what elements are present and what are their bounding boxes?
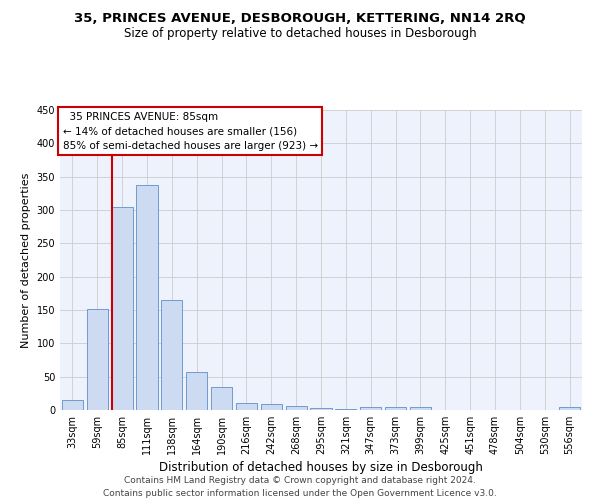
Bar [211,388,232,410]
Bar [261,404,282,410]
Text: 35, PRINCES AVENUE, DESBOROUGH, KETTERING, NN14 2RQ: 35, PRINCES AVENUE, DESBOROUGH, KETTERIN… [74,12,526,26]
Y-axis label: Number of detached properties: Number of detached properties [21,172,31,348]
Bar [112,206,133,410]
Bar [310,408,332,410]
Bar [286,406,307,410]
Bar [559,406,580,410]
Bar [385,406,406,410]
Bar [186,372,207,410]
Bar [161,300,182,410]
Bar [360,406,381,410]
Text: Contains HM Land Registry data © Crown copyright and database right 2024.
Contai: Contains HM Land Registry data © Crown c… [103,476,497,498]
Bar [410,406,431,410]
Bar [236,404,257,410]
Text: 35 PRINCES AVENUE: 85sqm  
← 14% of detached houses are smaller (156)
85% of sem: 35 PRINCES AVENUE: 85sqm ← 14% of detach… [62,112,318,151]
Bar [136,184,158,410]
X-axis label: Distribution of detached houses by size in Desborough: Distribution of detached houses by size … [159,461,483,474]
Text: Size of property relative to detached houses in Desborough: Size of property relative to detached ho… [124,28,476,40]
Bar [87,308,108,410]
Bar [335,408,356,410]
Bar [62,400,83,410]
